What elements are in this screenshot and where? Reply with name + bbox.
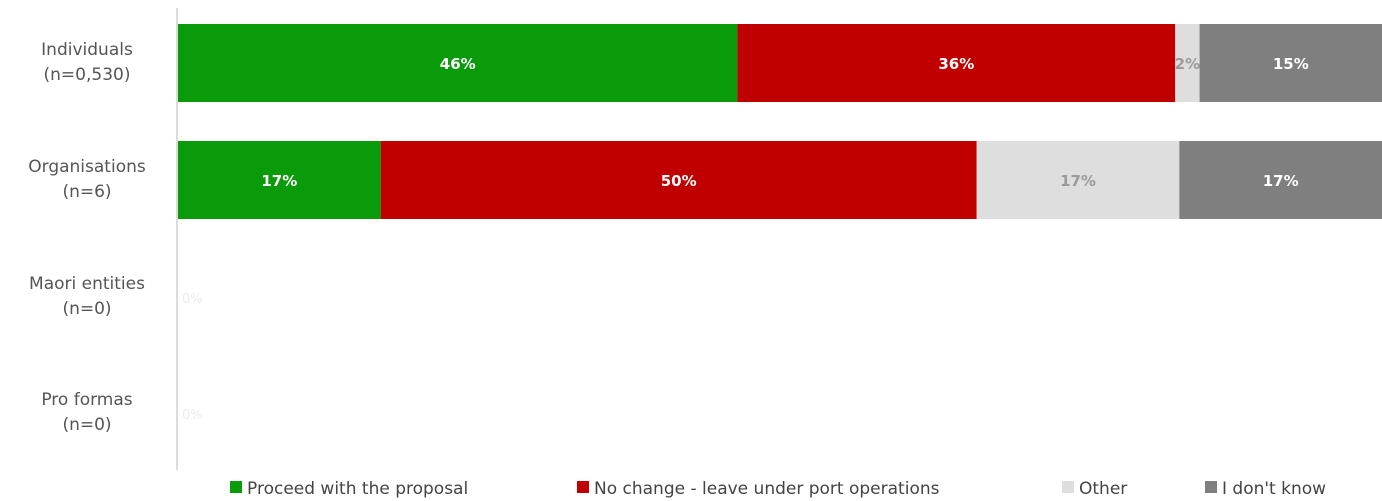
legend-label: Proceed with the proposal xyxy=(247,479,468,499)
bar-segment xyxy=(380,141,977,219)
bar-segment xyxy=(1179,141,1382,219)
bar-segment xyxy=(1199,24,1382,102)
bar-segment xyxy=(178,24,738,102)
legend-label: I don't know xyxy=(1222,479,1326,499)
data-label: 17% xyxy=(1263,172,1299,190)
legend-label: No change - leave under port operations xyxy=(594,479,940,499)
empty-row-label: 0% xyxy=(182,292,203,307)
bar-segment xyxy=(1175,24,1200,102)
bar-segment xyxy=(976,141,1180,219)
data-label: 46% xyxy=(440,55,476,73)
data-label: 17% xyxy=(261,172,297,190)
category-label: Organisations (n=6) xyxy=(28,157,146,202)
category-label: Maori entities (n=0) xyxy=(29,274,145,319)
data-label: 17% xyxy=(1060,172,1096,190)
legend-label: Other xyxy=(1079,479,1127,499)
data-label: 2% xyxy=(1175,55,1200,73)
legend: Proceed with the proposal No change - lea… xyxy=(230,479,1326,499)
category-labels-group: Individuals (n=0,530) Organisations (n=6) Ma… xyxy=(28,40,146,435)
data-label: 36% xyxy=(938,55,974,73)
category-label: Individuals (n=0,530) xyxy=(41,40,133,85)
data-label: 50% xyxy=(661,172,697,190)
legend-swatch xyxy=(1062,481,1074,493)
legend-swatch xyxy=(577,481,589,493)
empty-row-label: 0% xyxy=(182,408,203,423)
data-label: 15% xyxy=(1273,55,1309,73)
legend-swatch xyxy=(1205,481,1217,493)
category-label: Pro formas (n=0) xyxy=(41,390,132,435)
bars-group: 46% 36% 2% 15% 17% 50% 17% 17% 0% 0% xyxy=(178,24,1382,423)
legend-swatch xyxy=(230,481,242,493)
bar-segment xyxy=(178,141,381,219)
bar-segment xyxy=(737,24,1176,102)
